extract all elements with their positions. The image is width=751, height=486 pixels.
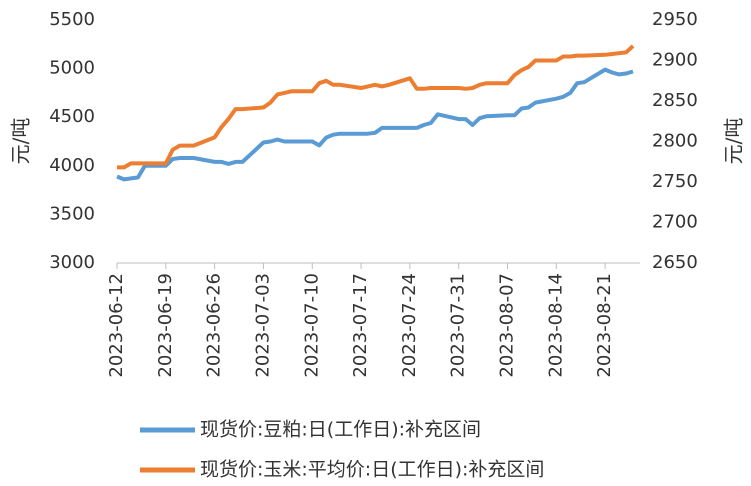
x-tick-label: 2023-08-21 — [594, 273, 615, 378]
y2-tick-label: 2800 — [652, 131, 698, 152]
y-axis-title: 元/吨 — [9, 118, 33, 165]
y-tick-label: 3000 — [49, 252, 95, 273]
x-tick-label: 2023-07-31 — [448, 273, 469, 378]
y-tick-label: 4000 — [49, 155, 95, 176]
y2-tick-label: 2700 — [652, 212, 698, 233]
y2-tick-label: 2750 — [652, 171, 698, 192]
legend-label: 现货价:玉米:平均价:日(工作日):补充区间 — [200, 459, 544, 481]
x-tick-label: 2023-08-07 — [497, 273, 518, 378]
x-tick-label: 2023-07-17 — [350, 273, 371, 378]
y2-axis-title: 元/吨 — [722, 118, 746, 165]
legend-label: 现货价:豆粕:日(工作日):补充区间 — [200, 419, 481, 441]
x-tick-label: 2023-08-14 — [545, 273, 566, 378]
y2-tick-label: 2950 — [652, 9, 698, 30]
line-series — [117, 44, 635, 170]
x-tick-label: 2023-07-10 — [301, 273, 322, 378]
y2-tick-label: 2900 — [652, 50, 698, 71]
y2-tick-label: 2850 — [652, 90, 698, 111]
y-tick-label: 5500 — [49, 9, 95, 30]
x-tick-label: 2023-06-12 — [106, 273, 127, 378]
line-series — [116, 67, 634, 182]
y-tick-label: 3500 — [49, 203, 95, 224]
y2-tick-label: 2650 — [652, 252, 698, 273]
x-tick-label: 2023-06-26 — [204, 273, 225, 378]
y-tick-label: 5000 — [49, 58, 95, 79]
x-tick-label: 2023-07-24 — [399, 273, 420, 378]
x-tick-label: 2023-07-03 — [252, 273, 273, 378]
y-tick-label: 4500 — [49, 106, 95, 127]
x-tick-label: 2023-06-19 — [155, 273, 176, 378]
